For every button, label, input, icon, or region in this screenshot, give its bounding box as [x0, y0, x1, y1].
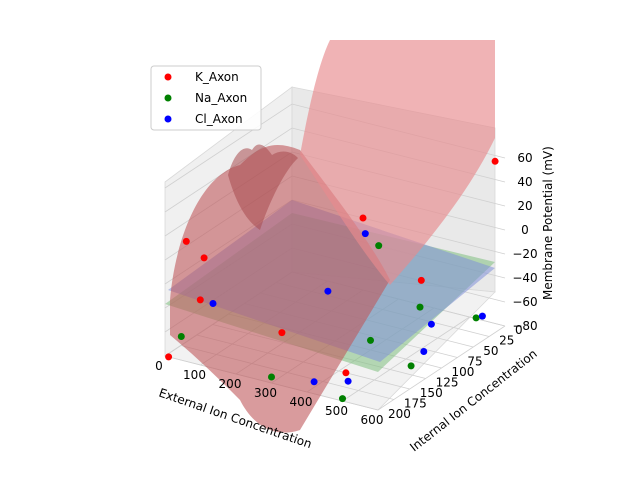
point-na-axon — [416, 303, 424, 311]
y-tick-label: 0 — [515, 323, 523, 337]
point-k-axon — [278, 329, 286, 337]
y-tick-label: 150 — [420, 386, 443, 400]
point-k-axon — [200, 254, 208, 262]
z-tick-label: 20 — [517, 199, 532, 213]
z-tick-label: −80 — [512, 319, 537, 333]
y-tick-label: 175 — [404, 397, 427, 411]
z-axis-label: Membrane Potential (mV) — [541, 146, 555, 300]
surface-k-axon-ridge — [228, 144, 298, 230]
point-k-axon — [165, 353, 173, 361]
point-k-axon — [342, 369, 350, 377]
point-cl-axon — [324, 287, 332, 295]
point-k-axon — [359, 214, 367, 222]
point-na-axon — [177, 333, 185, 340]
y-tick-label: 75 — [467, 355, 482, 369]
y-tick-label: 100 — [452, 365, 475, 379]
surfaces — [165, 40, 495, 433]
legend-marker-cl-axon — [164, 115, 172, 123]
point-k-axon — [491, 157, 499, 165]
point-k-axon — [417, 276, 425, 284]
point-na-axon — [367, 336, 374, 344]
y-tick-label: 200 — [388, 407, 411, 421]
x-tick-label: 500 — [325, 404, 348, 418]
z-tick-label: 60 — [517, 151, 532, 165]
point-k-axon — [196, 296, 204, 304]
point-cl-axon — [310, 378, 318, 386]
x-tick-label: 300 — [254, 386, 277, 400]
x-tick-label: 600 — [361, 413, 384, 427]
point-na-axon — [407, 362, 415, 370]
point-na-axon — [268, 373, 275, 381]
point-k-axon — [182, 237, 190, 245]
surface-k-axon-right-lobe — [300, 40, 495, 285]
point-na-axon — [472, 314, 480, 322]
point-cl-axon — [420, 348, 428, 355]
point-cl-axon — [209, 300, 217, 307]
z-tick-label: 0 — [521, 223, 529, 237]
z-tick-label: 40 — [517, 175, 532, 189]
x-tick-label: 200 — [219, 377, 242, 391]
point-na-axon — [339, 395, 346, 403]
y-tick-label: 50 — [483, 344, 498, 358]
z-tick-label: −40 — [512, 271, 537, 285]
x-tick-label: 400 — [290, 395, 313, 409]
z-tick-label: −20 — [512, 247, 537, 261]
tick-labels: 0100200300400500600025507510012515017520… — [155, 151, 537, 427]
y-tick-label: 125 — [436, 376, 459, 390]
legend-marker-k-axon — [164, 73, 172, 81]
legend-label-k-axon: K_Axon — [195, 70, 239, 84]
point-cl-axon — [478, 312, 486, 320]
legend: K_Axon Na_Axon Cl_Axon — [150, 65, 262, 131]
legend-box — [150, 65, 262, 131]
x-tick-label: 100 — [183, 368, 206, 382]
legend-label-cl-axon: Cl_Axon — [195, 112, 243, 126]
legend-label-na-axon: Na_Axon — [195, 91, 247, 105]
point-cl-axon — [361, 230, 369, 238]
surface-k-axon-left-lobe — [170, 145, 390, 433]
x-tick-label: 0 — [155, 359, 163, 373]
point-na-axon — [375, 242, 383, 250]
z-tick-label: −60 — [512, 295, 537, 309]
point-cl-axon — [427, 320, 435, 328]
scatter-points — [165, 157, 499, 403]
point-cl-axon — [344, 377, 352, 385]
y-tick-label: 25 — [499, 334, 514, 348]
legend-marker-na-axon — [164, 94, 172, 102]
